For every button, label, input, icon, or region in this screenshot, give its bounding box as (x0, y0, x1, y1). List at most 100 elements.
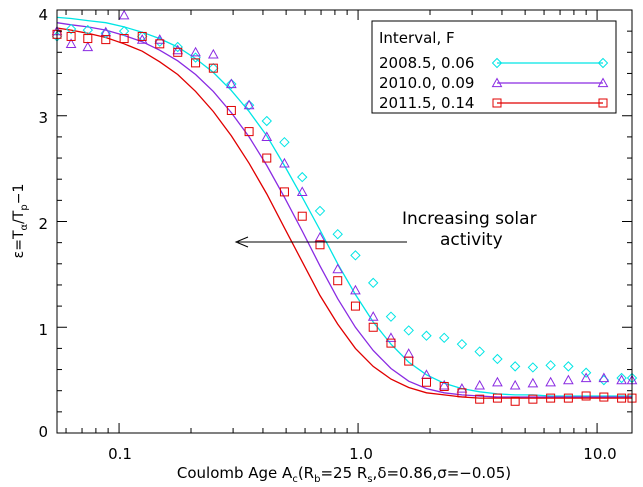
data-point-square (386, 338, 396, 348)
data-point-diamond (563, 361, 574, 372)
legend-marker-triangle (491, 77, 503, 88)
data-point-square (262, 153, 272, 163)
data-point-diamond (243, 99, 255, 111)
data-point-square (492, 393, 502, 403)
data-point-triangle (545, 376, 556, 387)
data-point-square (83, 34, 93, 44)
data-point-square (297, 211, 307, 221)
x-tick-label: 0.1 (108, 445, 132, 463)
data-point-square (101, 35, 111, 45)
x-axis-label: Coulomb Age Ac(Rb=25 Rs,δ=0.86,σ=−0.05) (177, 464, 511, 485)
data-point-triangle (438, 379, 450, 390)
data-point-diamond (509, 361, 521, 372)
annotation-arrowhead (234, 236, 249, 248)
data-point-diamond (456, 338, 468, 350)
data-point-triangle (403, 348, 415, 358)
data-point-square (119, 34, 129, 44)
data-point-diamond (474, 346, 485, 357)
data-point-triangle (332, 263, 344, 274)
legend-marker-square (492, 98, 502, 108)
data-point-diamond (261, 115, 272, 127)
data-point-triangle (279, 157, 290, 168)
data-point-triangle (350, 284, 361, 295)
data-point-square (333, 276, 343, 286)
data-point-square (457, 388, 467, 398)
data-point-diamond (438, 332, 450, 344)
data-point-square (155, 39, 165, 49)
legend-marker-triangle (597, 77, 609, 88)
data-point-diamond (226, 78, 237, 90)
data-point-triangle (172, 44, 184, 55)
data-point-square (563, 393, 573, 403)
data-point-square (350, 301, 360, 311)
data-point-square (510, 396, 520, 406)
data-point-diamond (492, 353, 503, 365)
data-point-square (368, 322, 378, 332)
data-point-square (475, 394, 485, 404)
data-point-square (279, 187, 289, 197)
data-point-triangle (527, 377, 539, 388)
legend-marker-diamond (491, 57, 503, 69)
data-point-diamond (580, 367, 592, 378)
data-point-triangle (563, 374, 574, 385)
data-point-triangle (225, 78, 237, 89)
y-axis-ticks (57, 9, 632, 434)
data-point-square (404, 356, 414, 366)
legend-title: Interval, F (379, 29, 455, 47)
data-point-diamond (65, 23, 77, 35)
legend-label: 2011.5, 0.14 (379, 94, 474, 112)
data-point-diamond (208, 62, 219, 74)
data-point-square (244, 127, 254, 137)
data-point-square (546, 393, 556, 403)
data-point-triangle (385, 332, 397, 342)
data-point-triangle (207, 48, 219, 59)
legend-box (371, 20, 617, 114)
data-point-square (137, 31, 147, 41)
data-point-triangle (154, 34, 166, 44)
fit-curve-line (56, 27, 632, 399)
data-point-triangle (580, 372, 592, 383)
annotation-line-2: activity (440, 230, 503, 250)
fit-curve-line (56, 22, 632, 398)
annotation-line-1: Increasing solar (402, 209, 537, 229)
data-point-triangle (598, 372, 610, 383)
data-point-square (191, 58, 201, 68)
legend-marker-diamond (597, 57, 609, 69)
data-point-square (66, 31, 76, 41)
y-tick-label: 4 (38, 6, 48, 24)
data-points (51, 9, 638, 406)
y-tick-label: 0 (38, 423, 48, 441)
data-point-triangle (190, 46, 201, 57)
data-point-triangle (82, 41, 94, 52)
data-point-triangle (243, 99, 255, 110)
data-point-diamond (527, 362, 539, 373)
y-axis-label: ε=Tα/Tp−1 (11, 184, 30, 259)
data-point-square (173, 47, 183, 57)
fit-curve-line (56, 16, 632, 397)
data-point-square (226, 105, 236, 115)
data-point-triangle (261, 131, 273, 141)
data-point-diamond (403, 325, 414, 336)
data-point-diamond (616, 372, 627, 384)
data-point-triangle (118, 9, 130, 20)
data-point-triangle (136, 34, 148, 44)
data-point-square (581, 391, 591, 401)
x-axis-ticks (65, 10, 598, 433)
data-point-triangle (616, 374, 627, 385)
legend-label: 2008.5, 0.06 (379, 54, 474, 72)
y-tick-label: 1 (38, 321, 48, 339)
y-tick-label: 2 (38, 215, 48, 233)
data-point-square (208, 63, 218, 73)
data-point-triangle (492, 376, 503, 387)
legend-label: 2010.0, 0.09 (379, 74, 474, 92)
data-point-triangle (296, 186, 308, 196)
legend-entries: 2008.5, 0.06 2010.0, 0.09 2011.5, 0.14 (379, 54, 609, 112)
data-point-square (599, 392, 609, 402)
data-point-diamond (279, 136, 290, 148)
data-point-triangle (367, 311, 379, 321)
data-point-triangle (474, 379, 486, 390)
data-point-square (617, 393, 627, 403)
data-point-diamond (172, 41, 183, 53)
data-point-square (421, 377, 431, 387)
